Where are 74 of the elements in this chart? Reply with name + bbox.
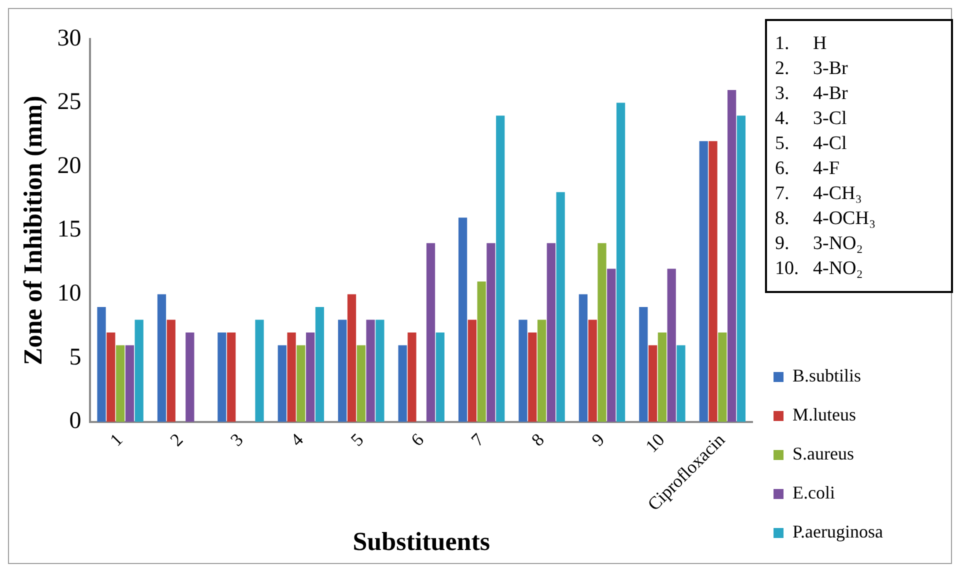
- x-tick-label: 6: [407, 430, 428, 450]
- legend-label: M.luteus: [792, 404, 856, 425]
- bar: [134, 320, 144, 422]
- legend-label: E.coli: [792, 482, 836, 503]
- bar: [639, 306, 648, 422]
- bar: [315, 306, 324, 422]
- y-tick-label: 30: [57, 25, 82, 52]
- x-tick-label: 4: [286, 430, 308, 450]
- key-box: 1. H 2. 3-Br 3. 4-Br 4. 3-Cl 5. 4-Cl 6. 4-F 7. 4-CH₃ 8. 4-OCH₃ 9. 3-NO₂ 10. 4-NO₂: [765, 19, 953, 293]
- bar: [255, 320, 264, 422]
- bar: [537, 320, 546, 422]
- bar: [306, 332, 315, 422]
- bar: [408, 332, 416, 422]
- bar: [338, 320, 347, 422]
- bar: [496, 116, 505, 422]
- x-tick-label: 2: [166, 430, 187, 450]
- y-tick-label: 0: [69, 408, 82, 434]
- bar: [518, 320, 528, 422]
- bar: [708, 141, 718, 422]
- bar: [97, 306, 106, 422]
- bar: [347, 294, 356, 422]
- bar: [125, 345, 134, 422]
- bar: [106, 332, 116, 422]
- y-tick-label: 10: [57, 280, 82, 307]
- legend-label: B.subtilis: [792, 366, 862, 386]
- bar: [296, 345, 306, 422]
- bar: [556, 192, 565, 422]
- x-tick-label: 3: [226, 430, 247, 450]
- x-axis-title: Substituents: [352, 527, 490, 556]
- bar: [616, 102, 626, 422]
- bar: [116, 345, 125, 422]
- bar: [607, 268, 616, 422]
- bar: [546, 243, 556, 422]
- legend-label: P.aeruginosa: [792, 522, 884, 542]
- y-axis-title: Zone of Inhibition (mm): [18, 96, 48, 366]
- bar: [186, 332, 194, 422]
- bar: [366, 320, 375, 422]
- bar: [699, 141, 708, 422]
- bar: [727, 90, 736, 422]
- y-tick-label: 15: [57, 216, 82, 243]
- bar: [648, 345, 658, 422]
- bar: [676, 345, 686, 422]
- bar: [477, 281, 486, 422]
- x-tick-label: 7: [467, 430, 488, 450]
- bar: [376, 320, 384, 422]
- bar: [667, 268, 676, 422]
- x-tick-label: 8: [527, 430, 548, 450]
- bar: [458, 218, 468, 422]
- x-tick-label: 5: [346, 430, 368, 450]
- bar: [426, 243, 436, 422]
- bar: [157, 294, 166, 422]
- bar: [287, 332, 296, 422]
- y-tick-label: 5: [69, 344, 82, 370]
- bar: [718, 332, 727, 422]
- bar: [227, 332, 236, 422]
- bar: [598, 243, 606, 422]
- bar: [588, 320, 597, 422]
- bar: [658, 332, 667, 422]
- bar: [528, 332, 537, 422]
- bar: [436, 332, 444, 422]
- x-tick-label: 1: [106, 430, 126, 450]
- y-tick-label: 25: [57, 89, 82, 116]
- bar: [736, 116, 746, 422]
- bar: [218, 332, 226, 422]
- bar: [278, 345, 286, 422]
- bar: [468, 320, 476, 422]
- legend-label: S.aureus: [792, 444, 854, 464]
- x-tick-label: 9: [588, 430, 608, 450]
- bar: [578, 294, 588, 422]
- bar: [356, 345, 366, 422]
- bar: [486, 243, 496, 422]
- bar: [398, 345, 407, 422]
- y-tick-label: 20: [57, 152, 82, 179]
- bar: [166, 320, 176, 422]
